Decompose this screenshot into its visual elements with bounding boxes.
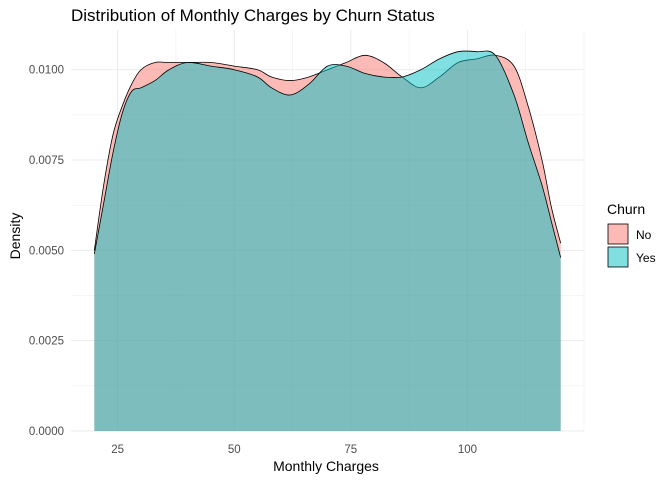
y-tick-label: 0.0075 [29,155,64,167]
legend-items: No Yes [607,223,656,268]
density-line-yes [93,50,562,258]
x-tick-label: 50 [228,444,241,456]
y-tick-label: 0.0000 [29,426,64,438]
density-line-no [93,54,562,251]
legend-label-yes: Yes [636,251,656,265]
chart-title: Distribution of Monthly Charges by Churn… [71,6,435,25]
legend: Churn No Yes [607,201,656,268]
axes: 25 50 75 100 0.0000 0.0025 0.0050 0.0075 0.0100 [29,65,477,456]
density-area-yes [94,50,561,431]
legend-key-yes [607,246,629,268]
y-axis-label: Density [7,213,23,260]
legend-key-no [607,223,629,245]
density-areas [93,50,562,431]
x-tick-label: 75 [344,444,357,456]
legend-title: Churn [607,201,645,217]
x-axis-label: Monthly Charges [273,458,379,474]
y-tick-label: 0.0050 [29,245,64,257]
x-tick-label: 25 [111,444,124,456]
x-tick-label: 100 [458,444,477,456]
y-tick-label: 0.0100 [29,65,64,77]
y-tick-label: 0.0025 [29,336,64,348]
legend-label-no: No [636,228,652,242]
